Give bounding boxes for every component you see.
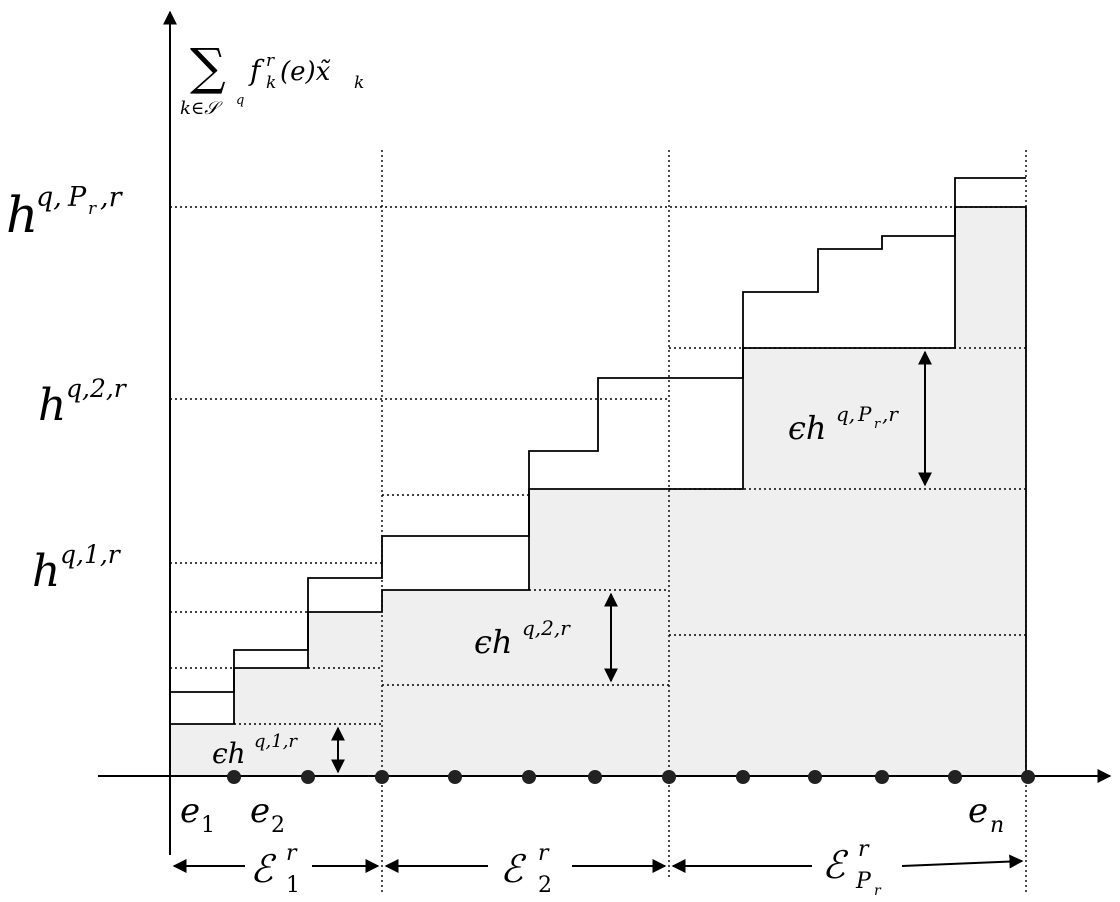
expr-rest-sub: k (354, 73, 364, 93)
y-tick-h2: h q,2,r (38, 374, 128, 431)
eps2-label: ϵh q,2,r (474, 616, 571, 661)
y-tick-hP: h q, P r ,r (6, 182, 124, 244)
svg-text:h: h (38, 380, 66, 431)
lower-staircase (170, 206, 1027, 776)
svg-text:q,1,r: q,1,r (254, 731, 298, 752)
sum-symbol: ∑ (190, 38, 226, 96)
svg-text:q,: q, (836, 402, 855, 426)
element-dots (227, 770, 1035, 784)
svg-text:r: r (874, 883, 882, 899)
svg-text:r: r (88, 199, 97, 219)
sum-index: k∈𝒮 (180, 98, 223, 119)
svg-text:q,1,r: q,1,r (60, 540, 122, 569)
svg-text:e: e (250, 791, 270, 831)
epsP-label: ϵh q, P r ,r (788, 402, 899, 447)
svg-text:ϵh: ϵh (788, 409, 827, 447)
y-tick-h1: h q,1,r (32, 540, 122, 597)
eps1-label: ϵh q,1,r (212, 731, 298, 770)
svg-text:ℰ: ℰ (822, 843, 849, 887)
svg-text:2: 2 (538, 873, 552, 898)
svg-text:P: P (857, 402, 872, 426)
svg-text:h: h (32, 546, 60, 597)
svg-text:1: 1 (201, 813, 215, 838)
svg-text:P: P (67, 182, 87, 213)
upper-staircase (169, 177, 1026, 724)
sum-index-sup: q (236, 93, 244, 108)
svg-text:r: r (858, 837, 870, 862)
x-label-e2: e 2 (250, 791, 285, 838)
svg-text:2: 2 (271, 813, 285, 838)
x-label-en: e n (968, 791, 1004, 838)
svg-text:r: r (874, 417, 881, 432)
expr-f-sub: k (266, 73, 276, 93)
expr-f: f (248, 54, 265, 87)
expr-rest: (e)x̃ (280, 57, 331, 87)
y-axis-label: ∑ k∈𝒮 q f r k (e)x̃ k (180, 38, 364, 119)
svg-text:e: e (968, 791, 988, 831)
svg-text:,r: ,r (100, 182, 124, 213)
svg-text:h: h (6, 186, 38, 244)
svg-text:n: n (990, 813, 1004, 838)
groupP-right-arrow (901, 854, 1024, 869)
svg-text:ℰ: ℰ (500, 847, 527, 891)
svg-text:q,2,r: q,2,r (522, 616, 571, 640)
x-label-e1: e 1 (180, 791, 215, 838)
expr-f-sup: r (266, 51, 275, 71)
svg-text:q,2,r: q,2,r (66, 374, 128, 403)
svg-text:r: r (538, 841, 550, 866)
svg-text:P: P (855, 869, 872, 894)
svg-text:ϵh: ϵh (212, 737, 246, 770)
group-label-1: ℰ r 1 (250, 841, 300, 898)
svg-text:r: r (286, 841, 298, 866)
svg-text:ϵh: ϵh (474, 623, 513, 661)
reference-lines (170, 206, 1026, 725)
svg-text:,r: ,r (882, 402, 899, 426)
svg-text:1: 1 (286, 873, 300, 898)
shaded-area (170, 207, 1026, 776)
group-label-2: ℰ r 2 (500, 841, 552, 898)
group-label-P: ℰ r P r (822, 837, 882, 899)
svg-text:q,: q, (36, 182, 62, 213)
svg-text:e: e (180, 791, 200, 831)
svg-text:ℰ: ℰ (250, 847, 277, 891)
